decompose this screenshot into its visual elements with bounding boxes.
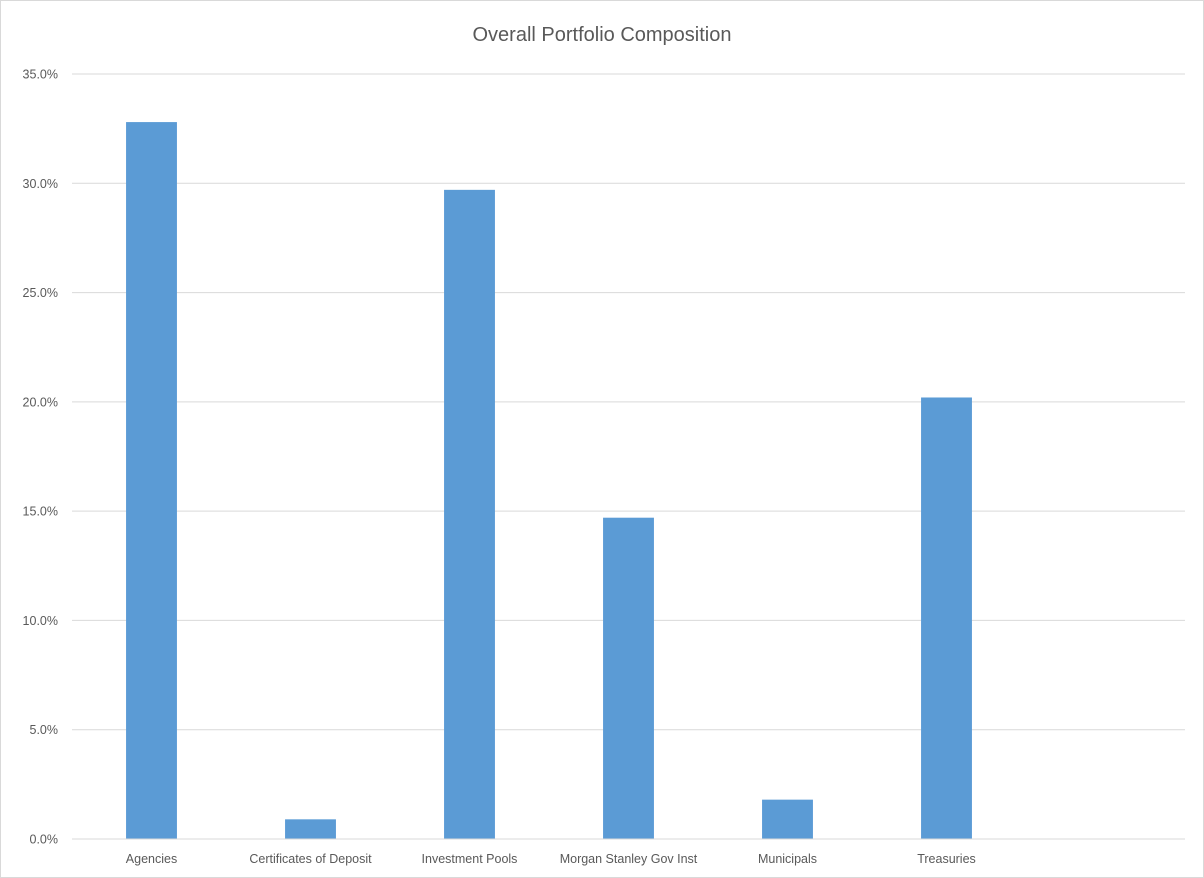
y-tick-label: 0.0% xyxy=(30,833,59,847)
y-axis-tick-labels: 0.0% 5.0% 10.0% 15.0% 20.0% 25.0% 30.0% 35.0% xyxy=(23,68,58,847)
bar xyxy=(444,189,495,840)
x-category-label: Agencies xyxy=(126,852,177,866)
x-category-label: Certificates of Deposit xyxy=(249,852,372,866)
y-tick-label: 15.0% xyxy=(23,505,58,519)
bar xyxy=(762,799,813,839)
bars xyxy=(126,122,972,840)
bar xyxy=(126,122,177,840)
bar xyxy=(603,517,654,839)
x-category-label: Municipals xyxy=(758,852,817,866)
x-axis-category-labels: Agencies Certificates of Deposit Investmen… xyxy=(126,852,976,866)
gridlines xyxy=(72,73,1185,731)
y-tick-label: 5.0% xyxy=(30,723,59,737)
x-category-label: Morgan Stanley Gov Inst xyxy=(560,852,698,866)
bar xyxy=(921,397,972,839)
y-tick-label: 25.0% xyxy=(23,286,58,300)
chart-title: Overall Portfolio Composition xyxy=(473,24,732,46)
y-tick-label: 10.0% xyxy=(23,614,58,628)
bar xyxy=(285,819,336,839)
x-category-label: Investment Pools xyxy=(422,852,518,866)
y-tick-label: 35.0% xyxy=(23,68,58,82)
y-tick-label: 30.0% xyxy=(23,177,58,191)
x-category-label: Treasuries xyxy=(917,852,976,866)
y-tick-label: 20.0% xyxy=(23,395,58,409)
